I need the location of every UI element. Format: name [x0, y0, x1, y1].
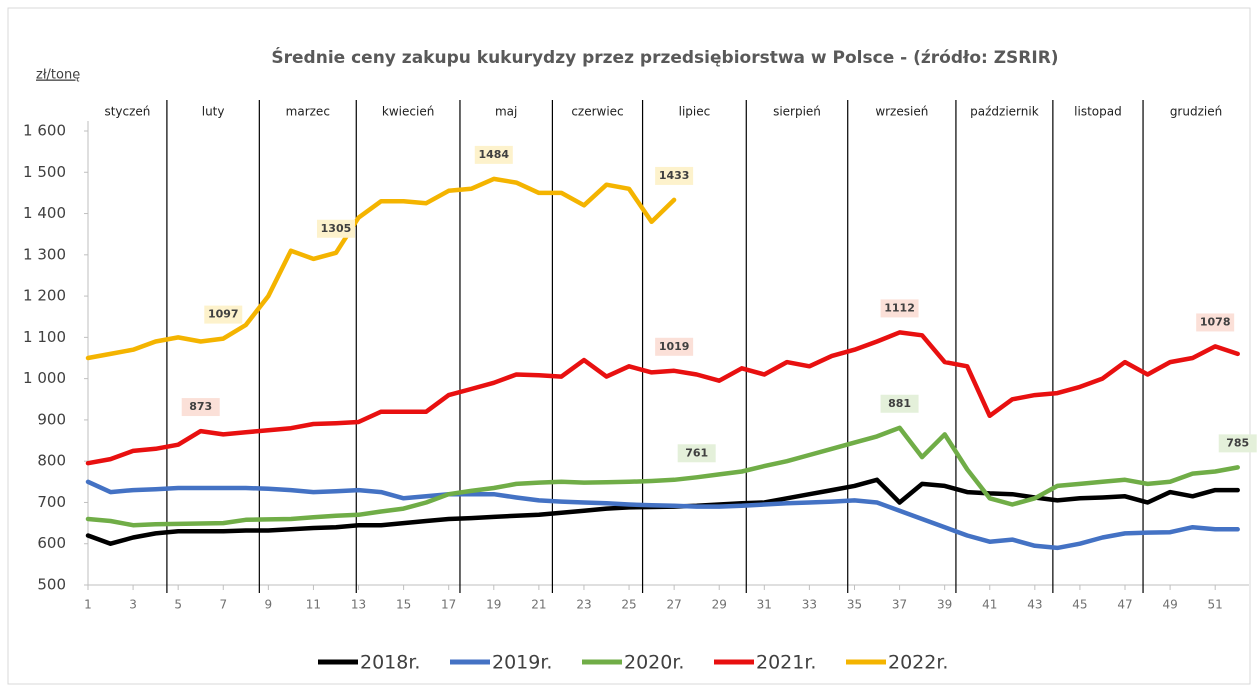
- y-tick-label: 1 400: [23, 204, 66, 222]
- x-tick-label: 7: [219, 598, 227, 612]
- month-label: styczeń: [104, 105, 150, 119]
- y-tick-label: 1 200: [23, 287, 66, 305]
- x-tick-label: 45: [1072, 598, 1087, 612]
- value-label-box: [316, 219, 355, 238]
- y-tick-label: 600: [37, 534, 66, 552]
- x-tick-label: 47: [1117, 598, 1132, 612]
- y-tick-label: 1 600: [23, 122, 66, 140]
- month-label: kwiecień: [382, 105, 434, 119]
- x-tick-label: 25: [621, 598, 636, 612]
- series-line: [85, 176, 677, 361]
- legend-label: 2021r.: [756, 652, 816, 674]
- value-label: 881: [888, 397, 911, 410]
- value-label: 785: [1226, 436, 1249, 449]
- month-label: wrzesień: [875, 105, 928, 119]
- value-label: 1112: [884, 301, 915, 314]
- value-label-box: [677, 444, 716, 463]
- x-tick-label: 41: [982, 598, 997, 612]
- legend-label: 2020r.: [624, 652, 684, 674]
- value-label: 1078: [1200, 315, 1231, 328]
- x-tick-label: 49: [1162, 598, 1177, 612]
- value-label: 1433: [659, 169, 690, 182]
- series-line: [85, 330, 1240, 466]
- x-tick-label: 17: [441, 598, 456, 612]
- month-label: maj: [495, 105, 517, 119]
- x-tick-label: 9: [265, 598, 273, 612]
- x-tick-label: 11: [306, 598, 321, 612]
- x-tick-label: 5: [174, 598, 182, 612]
- value-label: 1019: [659, 340, 690, 353]
- x-tick-label: 39: [937, 598, 952, 612]
- y-tick-label: 1 000: [23, 369, 66, 387]
- value-label: 1305: [321, 222, 352, 235]
- legend-label: 2022r.: [888, 652, 948, 674]
- value-label-box: [474, 145, 513, 164]
- chart-frame: [7, 7, 1251, 685]
- x-tick-label: 29: [712, 598, 727, 612]
- month-label: lipiec: [679, 105, 711, 119]
- x-tick-label: 19: [486, 598, 501, 612]
- x-tick-label: 31: [757, 598, 772, 612]
- x-tick-label: 27: [666, 598, 681, 612]
- value-label-box: [1196, 313, 1235, 332]
- y-tick-label: 700: [37, 493, 66, 511]
- x-tick-label: 1: [84, 598, 92, 612]
- month-label: listopad: [1074, 105, 1122, 119]
- y-tick-label: 1 300: [23, 245, 66, 263]
- x-tick-label: 21: [531, 598, 546, 612]
- value-label-box: [204, 305, 243, 324]
- x-tick-label: 13: [351, 598, 366, 612]
- series-line: [85, 479, 1240, 551]
- value-label-box: [880, 299, 919, 318]
- y-axis-unit: zł/tonę: [36, 68, 80, 83]
- y-tick-label: 900: [37, 410, 66, 428]
- month-label: luty: [202, 105, 225, 119]
- x-tick-label: 15: [396, 598, 411, 612]
- value-label-box: [1218, 434, 1257, 453]
- value-label: 1484: [478, 148, 509, 161]
- x-tick-label: 37: [892, 598, 907, 612]
- x-tick-label: 3: [129, 598, 137, 612]
- month-label: sierpień: [773, 105, 821, 119]
- x-tick-label: 23: [576, 598, 591, 612]
- month-label: październik: [970, 105, 1039, 119]
- x-tick-label: 43: [1027, 598, 1042, 612]
- chart-title: Średnie ceny zakupu kukurydzy przez prze…: [271, 46, 1058, 68]
- y-tick-label: 800: [37, 452, 66, 470]
- y-tick-label: 1 100: [23, 328, 66, 346]
- series-line: [85, 425, 1240, 528]
- month-label: czerwiec: [571, 105, 623, 119]
- value-label-box: [880, 394, 919, 413]
- y-tick-label: 1 500: [23, 163, 66, 181]
- month-label: grudzień: [1170, 105, 1222, 119]
- month-label: marzec: [286, 105, 330, 119]
- x-tick-label: 33: [802, 598, 817, 612]
- x-tick-label: 35: [847, 598, 862, 612]
- value-label-box: [655, 337, 694, 356]
- value-label: 873: [189, 400, 212, 413]
- value-label-box: [655, 166, 694, 185]
- legend-label: 2018r.: [360, 652, 420, 674]
- value-label: 761: [685, 446, 708, 459]
- y-tick-label: 500: [37, 576, 66, 594]
- value-label: 1097: [208, 308, 239, 321]
- x-tick-label: 51: [1208, 598, 1223, 612]
- value-label-box: [181, 398, 220, 417]
- legend-label: 2019r.: [492, 652, 552, 674]
